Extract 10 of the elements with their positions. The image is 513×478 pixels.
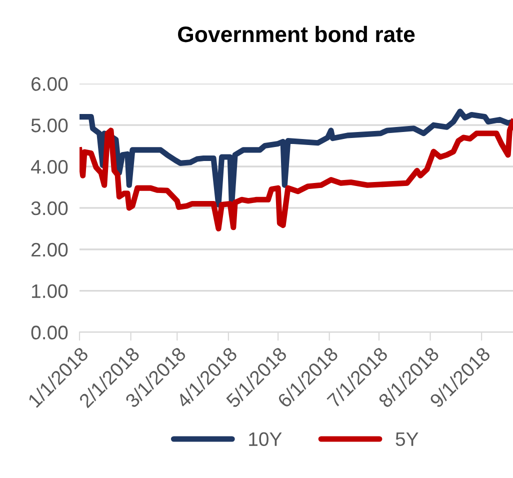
y-tick-label: 0.00 (31, 326, 68, 340)
y-tick-label: 4.00 (31, 160, 68, 174)
y-tick-label: 6.00 (32, 77, 68, 91)
legend-label: 5Y (396, 432, 418, 446)
y-tick-label: 1.00 (32, 284, 68, 298)
y-tick-label: 2.00 (32, 242, 68, 257)
y-tick-label: 5.00 (31, 118, 68, 132)
chart-title: Government bond rate (178, 26, 415, 42)
legend-label: 10Y (249, 432, 282, 446)
y-tick-label: 3.00 (31, 201, 68, 216)
